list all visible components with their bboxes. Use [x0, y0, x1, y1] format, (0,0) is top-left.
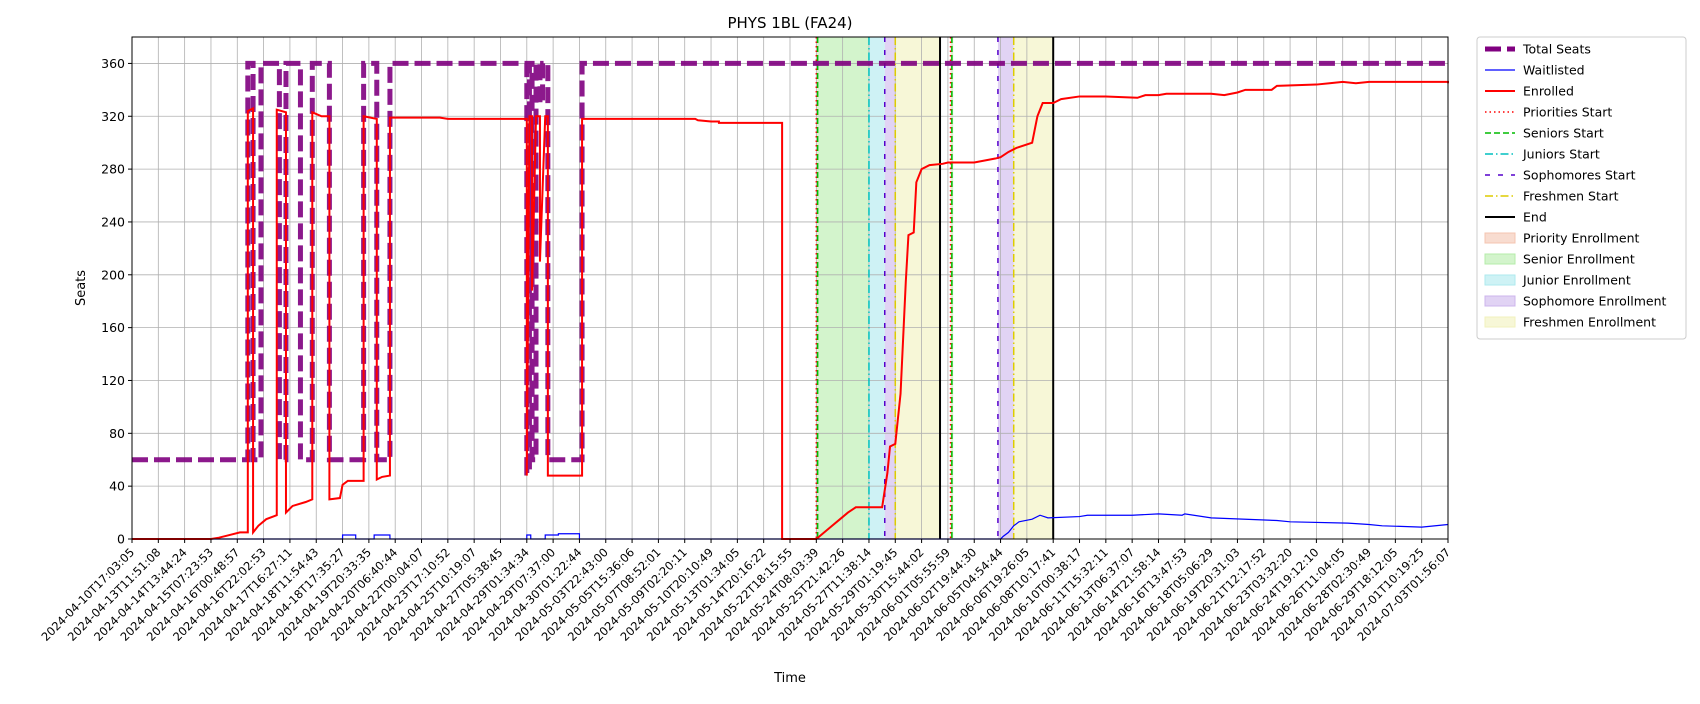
phase-markers: [815, 37, 1055, 539]
enrollment-band: [817, 37, 869, 539]
enrollment-band: [951, 37, 954, 539]
enrollment-bands: [816, 37, 1054, 539]
legend-swatch: [1484, 232, 1516, 244]
legend-label: Total Seats: [1522, 42, 1591, 57]
legend-label: Senior Enrollment: [1523, 252, 1635, 267]
legend-label: Priority Enrollment: [1523, 231, 1640, 246]
enrollment-band: [997, 37, 1014, 539]
y-tick-label: 0: [117, 532, 125, 547]
legend-label: Waitlisted: [1523, 63, 1585, 78]
chart-title: PHYS 1BL (FA24): [727, 14, 852, 32]
enrollment-band: [816, 37, 818, 539]
enrollment-band: [895, 37, 941, 539]
y-axis-ticks: 0 40 80 120 160 200 240 280 320 360: [101, 56, 132, 547]
legend-box: [1476, 36, 1687, 340]
y-tick-label: 160: [101, 320, 125, 335]
y-tick-label: 80: [109, 426, 125, 441]
legend-swatch: [1484, 253, 1516, 265]
y-tick-label: 40: [109, 479, 125, 494]
y-tick-label: 120: [101, 373, 125, 388]
y-tick-label: 360: [101, 56, 125, 71]
legend-label: End: [1523, 210, 1547, 225]
enrollment-band: [950, 37, 952, 539]
enrollment-band: [868, 37, 885, 539]
legend-label: Junior Enrollment: [1522, 273, 1631, 288]
grid: [131, 37, 1449, 540]
enrollment-band: [1013, 37, 1054, 539]
legend-swatch: [1484, 316, 1516, 328]
legend-label: Seniors Start: [1523, 126, 1604, 141]
series-line-enrolled: [132, 80, 1449, 540]
legend-label: Sophomores Start: [1523, 168, 1636, 183]
legend-swatch: [1484, 274, 1516, 286]
legend-swatch: [1484, 295, 1516, 307]
legend-label: Sophomore Enrollment: [1523, 294, 1667, 309]
y-axis-label: Seats: [74, 270, 89, 306]
y-tick-label: 320: [101, 109, 125, 124]
legend-label: Priorities Start: [1523, 105, 1612, 120]
legend: Total Seats Waitlisted Enrolled Priorities …: [1476, 36, 1687, 340]
x-axis-label: Time: [773, 671, 806, 686]
series-line-waitlisted: [132, 513, 1449, 540]
enrollment-band: [884, 37, 896, 539]
series-lines: [132, 60, 1449, 540]
y-tick-label: 280: [101, 162, 125, 177]
legend-label: Freshmen Start: [1523, 189, 1619, 204]
legend-label: Juniors Start: [1522, 147, 1600, 162]
x-axis-ticks: 2024-04-10T17:03:052024-04-13T11:51:0820…: [38, 539, 1453, 644]
y-tick-label: 200: [101, 267, 125, 282]
y-tick-label: 240: [101, 214, 125, 229]
legend-label: Enrolled: [1523, 84, 1574, 99]
legend-label: Freshmen Enrollment: [1523, 315, 1656, 330]
